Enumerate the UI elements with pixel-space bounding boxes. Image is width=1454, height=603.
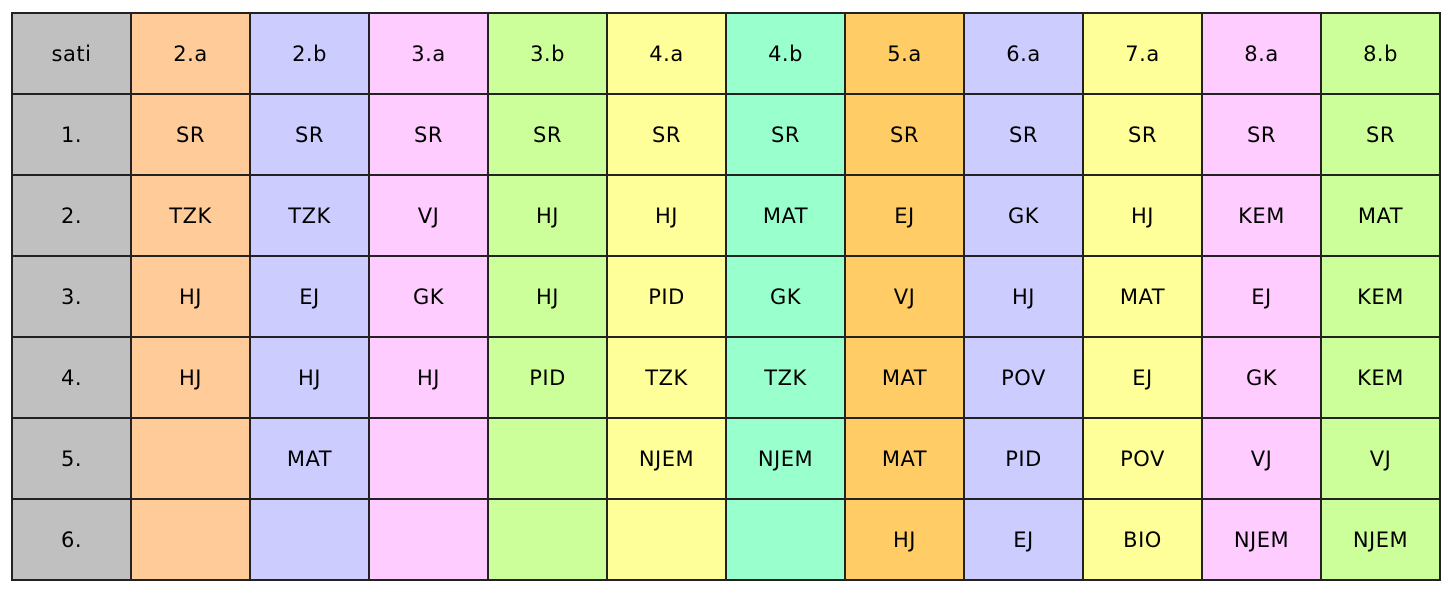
subject-cell: GK [1201, 336, 1322, 419]
subject-cell: TZK [249, 174, 370, 257]
hour-label: 5. [11, 417, 132, 500]
subject-cell: HJ [130, 255, 251, 338]
subject-cell: HJ [963, 255, 1084, 338]
subject-cell: EJ [249, 255, 370, 338]
subject-cell: VJ [1201, 417, 1322, 500]
subject-cell: VJ [368, 174, 489, 257]
subject-cell: GK [725, 255, 846, 338]
subject-cell: SR [130, 93, 251, 176]
subject-cell: SR [249, 93, 370, 176]
subject-cell: EJ [844, 174, 965, 257]
hour-label: 6. [11, 498, 132, 581]
subject-cell [130, 417, 251, 500]
subject-cell: HJ [130, 336, 251, 419]
class-header-1: 2.a [130, 12, 251, 95]
subject-cell: KEM [1320, 336, 1441, 419]
subject-cell: TZK [130, 174, 251, 257]
timetable-body: sati 2.a 2.b 3.a 3.b 4.a 4.b 5.a 6.a 7.a 8.a 8.b 1… [11, 12, 1441, 581]
class-header-7: 5.a [844, 12, 965, 95]
class-header-5: 4.a [606, 12, 727, 95]
subject-cell: MAT [1320, 174, 1441, 257]
subject-cell: MAT [725, 174, 846, 257]
subject-cell [368, 417, 489, 500]
hour-row: 2. TZK TZK VJ HJ HJ MAT EJ GK HJ KEM MAT [11, 174, 1441, 257]
subject-cell [487, 417, 608, 500]
subject-cell: KEM [1320, 255, 1441, 338]
subject-cell: MAT [249, 417, 370, 500]
subject-cell: KEM [1201, 174, 1322, 257]
hour-row: 5. MAT NJEM NJEM MAT PID POV VJ VJ [11, 417, 1441, 500]
hour-label: 3. [11, 255, 132, 338]
subject-cell: MAT [1082, 255, 1203, 338]
subject-cell: SR [368, 93, 489, 176]
class-header-3: 3.a [368, 12, 489, 95]
hour-row: 3. HJ EJ GK HJ PID GK VJ HJ MAT EJ KEM [11, 255, 1441, 338]
subject-cell: HJ [249, 336, 370, 419]
subject-cell: VJ [844, 255, 965, 338]
subject-cell: MAT [844, 417, 965, 500]
subject-cell: SR [725, 93, 846, 176]
subject-cell: PID [963, 417, 1084, 500]
subject-cell: NJEM [725, 417, 846, 500]
subject-cell: TZK [725, 336, 846, 419]
class-header-11: 8.b [1320, 12, 1441, 95]
subject-cell: SR [1082, 93, 1203, 176]
hour-label: 2. [11, 174, 132, 257]
hour-row: 4. HJ HJ HJ PID TZK TZK MAT POV EJ GK KEM [11, 336, 1441, 419]
subject-cell [725, 498, 846, 581]
subject-cell: EJ [963, 498, 1084, 581]
hour-row: 6. HJ EJ BIO NJEM NJEM [11, 498, 1441, 581]
subject-cell: GK [368, 255, 489, 338]
subject-cell: HJ [606, 174, 727, 257]
header-row: sati 2.a 2.b 3.a 3.b 4.a 4.b 5.a 6.a 7.a 8.a 8.b [11, 12, 1441, 95]
subject-cell: PID [606, 255, 727, 338]
subject-cell: SR [844, 93, 965, 176]
subject-cell [130, 498, 251, 581]
subject-cell: BIO [1082, 498, 1203, 581]
subject-cell: POV [1082, 417, 1203, 500]
subject-cell: HJ [1082, 174, 1203, 257]
timetable-container: sati 2.a 2.b 3.a 3.b 4.a 4.b 5.a 6.a 7.a 8.a 8.b 1… [11, 12, 1441, 581]
corner-header: sati [11, 12, 132, 95]
subject-cell [606, 498, 727, 581]
subject-cell: HJ [368, 336, 489, 419]
subject-cell: EJ [1201, 255, 1322, 338]
subject-cell: NJEM [1201, 498, 1322, 581]
subject-cell: NJEM [606, 417, 727, 500]
subject-cell: PID [487, 336, 608, 419]
hour-label: 4. [11, 336, 132, 419]
class-header-8: 6.a [963, 12, 1084, 95]
subject-cell: HJ [844, 498, 965, 581]
class-header-6: 4.b [725, 12, 846, 95]
subject-cell: HJ [487, 255, 608, 338]
subject-cell: POV [963, 336, 1084, 419]
subject-cell [368, 498, 489, 581]
subject-cell: MAT [844, 336, 965, 419]
subject-cell: SR [963, 93, 1084, 176]
subject-cell: VJ [1320, 417, 1441, 500]
subject-cell [487, 498, 608, 581]
subject-cell [249, 498, 370, 581]
hour-label: 1. [11, 93, 132, 176]
subject-cell: SR [1320, 93, 1441, 176]
class-header-2: 2.b [249, 12, 370, 95]
class-header-10: 8.a [1201, 12, 1322, 95]
subject-cell: SR [606, 93, 727, 176]
subject-cell: GK [963, 174, 1084, 257]
class-header-4: 3.b [487, 12, 608, 95]
hour-row: 1. SR SR SR SR SR SR SR SR SR SR SR [11, 93, 1441, 176]
timetable: sati 2.a 2.b 3.a 3.b 4.a 4.b 5.a 6.a 7.a 8.a 8.b 1… [11, 12, 1441, 581]
subject-cell: SR [1201, 93, 1322, 176]
class-header-9: 7.a [1082, 12, 1203, 95]
subject-cell: EJ [1082, 336, 1203, 419]
subject-cell: TZK [606, 336, 727, 419]
subject-cell: SR [487, 93, 608, 176]
subject-cell: NJEM [1320, 498, 1441, 581]
subject-cell: HJ [487, 174, 608, 257]
